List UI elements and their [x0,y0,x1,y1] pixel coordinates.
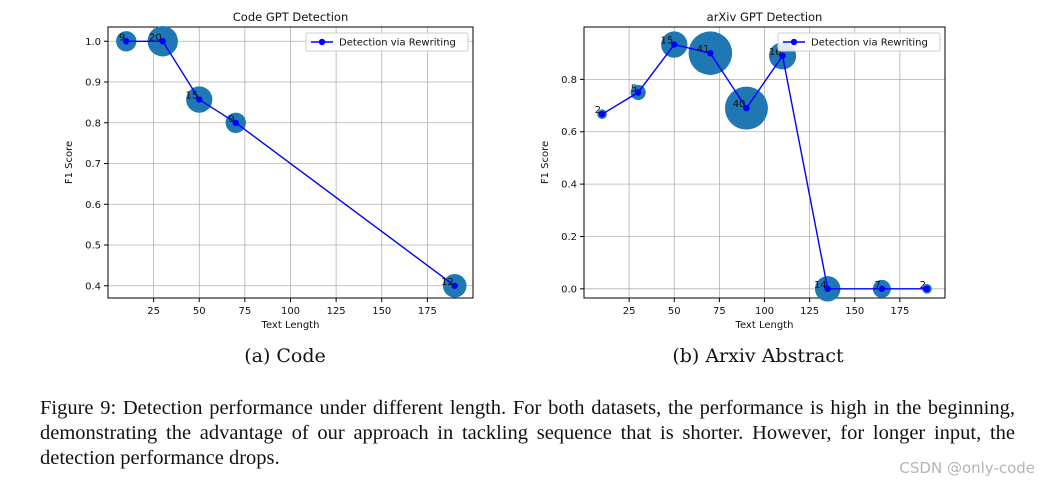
subcaption-code: (a) Code [244,345,326,367]
x-tick-label: 100 [755,306,774,317]
x-tick-label: 175 [418,306,437,317]
count-label: 2 [595,105,601,116]
subcaption-arxiv: (b) Arxiv Abstract [672,345,844,367]
count-label: 20 [149,32,162,43]
y-tick-label: 0.4 [561,180,577,191]
count-label: 2 [920,280,926,291]
y-tick-label: 0.6 [85,200,101,211]
line-marker [451,282,458,289]
count-label: 9 [119,32,125,43]
x-tick-label: 100 [281,306,300,317]
y-tick-label: 0.2 [561,232,577,243]
count-label: 16 [769,47,782,58]
x-tick-label: 50 [193,306,206,317]
count-label: 15 [186,91,199,102]
legend-label: Detection via Rewriting [339,38,456,49]
y-axis-label: F1 Score [540,141,551,184]
x-tick-label: 25 [147,306,160,317]
line-marker [123,38,130,45]
line-marker [779,52,786,60]
y-tick-label: 0.6 [561,127,577,138]
x-tick-label: 50 [668,306,681,317]
x-tick-label: 75 [239,306,252,317]
x-tick-label: 125 [800,306,819,317]
x-tick-label: 75 [713,306,726,317]
x-tick-label: 25 [623,306,636,317]
y-tick-label: 0.8 [85,118,101,129]
line-marker [878,285,886,293]
watermark: CSDN @only-code [899,459,1035,477]
figure-caption: Figure 9: Detection performance under di… [40,397,1015,469]
count-label: 40 [733,99,746,110]
legend-marker-swatch [318,38,326,46]
count-label: 14 [814,280,827,291]
line-marker [824,285,831,293]
count-label: 9 [228,114,234,125]
x-tick-label: 175 [890,306,909,317]
y-tick-label: 0.4 [85,281,101,292]
x-tick-label: 150 [372,306,391,317]
line-marker [232,119,239,126]
chart-title: Code GPT Detection [233,10,349,24]
y-tick-label: 0.0 [561,284,577,295]
line-marker [598,110,606,118]
count-label: 15 [661,36,674,47]
x-tick-label: 125 [327,306,346,317]
legend-label: Detection via Rewriting [811,38,928,49]
count-label: 12 [441,277,454,288]
y-tick-label: 0.5 [85,241,101,252]
count-label: 5 [631,83,637,94]
y-tick-label: 1.0 [85,37,101,48]
line-marker [923,285,931,293]
line-marker [671,41,678,48]
x-tick-label: 150 [845,306,864,317]
y-tick-label: 0.9 [85,78,101,89]
legend-box [305,32,469,52]
line-marker [743,104,750,112]
count-label: 7 [874,280,880,291]
line-marker [707,49,714,57]
x-axis-label: Text Length [261,320,320,331]
legend-box [777,32,941,52]
y-tick-label: 0.7 [85,159,101,170]
legend-marker-swatch [790,38,798,46]
line-marker [196,96,203,103]
line-marker [159,38,166,45]
y-axis-label: F1 Score [64,141,75,184]
y-tick-label: 0.8 [561,75,577,86]
count-label: 41 [697,44,710,55]
x-axis-label: Text Length [735,320,794,331]
code-gpt-detection-chart: 25 50 75 100 125 150 175 0.4 0.5 0.6 0.7 0.8 0.9 1.0 C… [64,10,474,331]
line-marker [634,89,642,96]
chart-title: arXiv GPT Detection [707,10,823,24]
